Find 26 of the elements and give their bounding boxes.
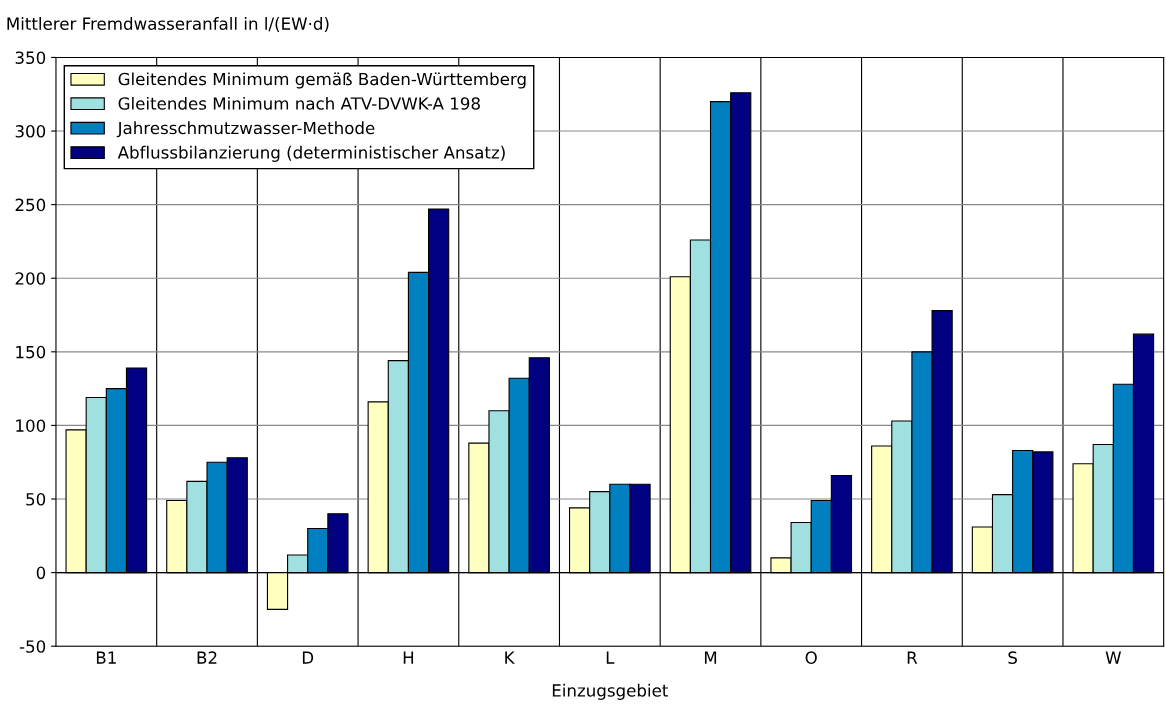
- y-tick-label: 200: [15, 272, 46, 285]
- x-tick-label: K: [505, 651, 515, 664]
- y-tick-label: 250: [15, 198, 46, 212]
- y-tick-label: -50: [19, 640, 46, 653]
- legend-label: Abflussbilanzierung (deterministischer Ansatz): [117, 145, 505, 162]
- y-tick-label: 50: [26, 492, 46, 506]
- x-tick-label: R: [907, 651, 918, 664]
- x-tick-label: M: [704, 651, 717, 664]
- x-axis-title: Einzugsgebiet: [552, 683, 668, 700]
- x-tick-label: S: [1008, 651, 1017, 664]
- legend-label: Gleitendes Minimum gemäß Baden-Württemberg: [118, 72, 526, 89]
- x-tick-label: D: [302, 651, 314, 664]
- x-tick-label: B2: [197, 651, 217, 664]
- y-axis-title: Mittlerer Fremdwasseranfall in l/(EW·d): [7, 17, 329, 32]
- y-tick-label: 100: [16, 419, 46, 432]
- legend-label: Gleitendes Minimum nach ATV-DVWK-A 198: [118, 96, 480, 110]
- y-tick-label: 0: [36, 566, 46, 580]
- x-tick-label: O: [805, 651, 817, 664]
- x-tick-label: H: [403, 651, 414, 664]
- x-tick-label: B1: [96, 651, 116, 664]
- y-tick-label: 350: [15, 51, 46, 65]
- x-tick-label: W: [1105, 651, 1122, 664]
- x-tick-label: L: [606, 651, 615, 664]
- y-tick-label: 150: [16, 345, 46, 359]
- y-tick-label: 300: [15, 125, 46, 138]
- legend-label: Jahresschmutzwasser-Methode: [116, 121, 375, 138]
